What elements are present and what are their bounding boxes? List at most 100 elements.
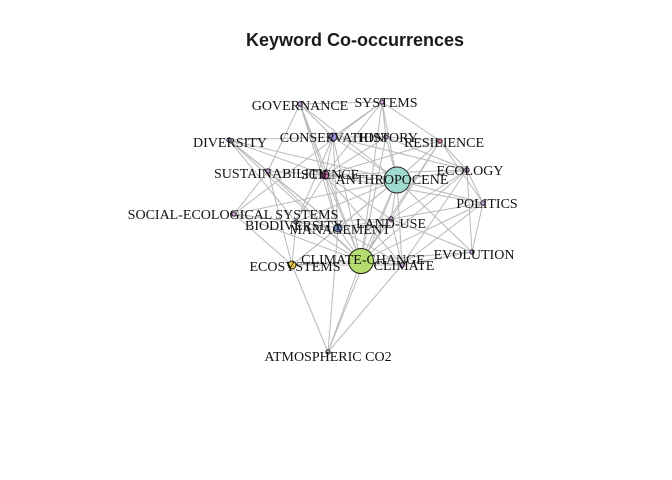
edge-science-land_use bbox=[324, 174, 392, 220]
node-politics bbox=[480, 200, 486, 206]
edge-land_use-management bbox=[337, 218, 392, 229]
edge-social_ecological-ecosystems bbox=[233, 213, 293, 266]
edge-governance-sustainability bbox=[267, 103, 301, 172]
edge-climate-atmospheric_co2 bbox=[327, 264, 403, 353]
node-label-management: MANAGEMENT bbox=[289, 223, 391, 238]
edge-conservation-biodiversity bbox=[295, 136, 334, 223]
node-label-atmospheric_co2: ATMOSPHERIC CO2 bbox=[264, 350, 391, 365]
edge-sustainability-science bbox=[267, 170, 326, 176]
edge-sustainability-social_ecological bbox=[233, 170, 269, 215]
edge-history-science bbox=[324, 136, 387, 176]
node-management bbox=[333, 223, 343, 233]
edge-politics-evolution bbox=[471, 202, 484, 253]
edge-ecology-land_use bbox=[390, 169, 468, 220]
edge-resilience-science bbox=[324, 140, 441, 176]
node-label-governance: GOVERNANCE bbox=[252, 99, 348, 114]
node-label-biodiversity: BIODIVERSITY bbox=[245, 219, 343, 234]
edge-history-resilience bbox=[385, 136, 441, 142]
edge-diversity-conservation bbox=[228, 136, 334, 141]
edge-biodiversity-land_use bbox=[295, 218, 392, 223]
edge-sustainability-ecosystems bbox=[267, 170, 293, 266]
edge-resilience-politics bbox=[439, 140, 484, 204]
edge-conservation-ecology bbox=[332, 136, 468, 171]
node-label-climate: CLIMATE bbox=[374, 259, 435, 274]
edge-diversity-science bbox=[228, 139, 326, 176]
edge-land_use-climate bbox=[390, 218, 403, 266]
node-label-systems: SYSTEMS bbox=[354, 96, 417, 111]
chart-title: Keyword Co-occurrences bbox=[246, 30, 464, 50]
edge-resilience-ecology bbox=[439, 140, 468, 171]
node-label-ecology: ECOLOGY bbox=[437, 164, 504, 179]
node-governance bbox=[297, 101, 303, 107]
node-climate bbox=[399, 262, 405, 268]
edge-ecology-evolution bbox=[466, 169, 473, 253]
edge-politics-land_use bbox=[390, 202, 484, 220]
edge-climate_change-atmospheric_co2 bbox=[327, 260, 362, 353]
node-evolution bbox=[469, 249, 475, 255]
edge-history-ecology bbox=[385, 136, 468, 171]
edge-layer bbox=[228, 101, 484, 353]
edge-governance-management bbox=[299, 103, 339, 229]
node-climate_change bbox=[348, 248, 374, 274]
node-anthropocene bbox=[383, 166, 411, 194]
node-label-diversity: DIVERSITY bbox=[193, 136, 267, 151]
edge-ecosystems-atmospheric_co2 bbox=[291, 264, 329, 353]
node-biodiversity bbox=[293, 219, 299, 225]
edge-climate_change-history bbox=[360, 136, 387, 262]
node-diversity bbox=[226, 137, 232, 143]
edge-systems-history bbox=[381, 101, 387, 138]
node-label-resilience: RESILIENCE bbox=[404, 136, 484, 151]
node-label-ecosystems: ECOSYSTEMS bbox=[249, 260, 340, 275]
edge-governance-science bbox=[299, 103, 326, 176]
edge-anthropocene-governance bbox=[299, 103, 398, 181]
edge-management-atmospheric_co2 bbox=[327, 227, 339, 353]
node-land_use bbox=[388, 216, 394, 222]
edge-science-biodiversity bbox=[295, 174, 326, 223]
edge-climate_change-science bbox=[324, 174, 362, 262]
edge-anthropocene-social_ecological bbox=[233, 179, 398, 215]
edge-climate_change-sustainability bbox=[267, 170, 362, 262]
edge-ecology-climate bbox=[401, 169, 468, 266]
edge-climate_change-conservation bbox=[332, 136, 362, 262]
edge-climate_change-resilience bbox=[360, 140, 441, 262]
edge-anthropocene-evolution bbox=[396, 179, 473, 253]
edge-climate_change-diversity bbox=[228, 139, 362, 262]
node-conservation bbox=[328, 132, 338, 142]
edge-resilience-land_use bbox=[390, 140, 441, 220]
edge-anthropocene-climate_change bbox=[360, 179, 398, 262]
node-label-politics: POLITICS bbox=[456, 197, 517, 212]
edge-climate-evolution bbox=[401, 251, 473, 266]
edge-ecology-politics bbox=[466, 169, 484, 204]
node-science bbox=[320, 170, 330, 180]
edge-governance-conservation bbox=[299, 103, 334, 138]
edge-climate_change-governance bbox=[299, 103, 362, 262]
edge-conservation-science bbox=[324, 136, 334, 176]
node-social_ecological bbox=[231, 211, 237, 217]
node-sustainability bbox=[265, 168, 271, 174]
node-label-history: HISTORY bbox=[358, 131, 418, 146]
edge-governance-systems bbox=[299, 101, 383, 105]
edge-climate_change-systems bbox=[360, 101, 383, 262]
node-label-evolution: EVOLUTION bbox=[434, 248, 515, 263]
edge-biodiversity-management bbox=[295, 221, 339, 229]
edge-sustainability-management bbox=[267, 170, 339, 229]
node-label-social_ecological: SOCIAL-ECOLOGICAL SYSTEMS bbox=[128, 208, 339, 223]
node-atmospheric_co2 bbox=[325, 349, 331, 355]
node-label-land_use: LAND-USE bbox=[356, 217, 426, 232]
edge-systems-resilience bbox=[381, 101, 441, 142]
node-label-climate_change: CLIMATE-CHANGE bbox=[301, 253, 425, 268]
edge-management-climate bbox=[337, 227, 403, 266]
node-systems bbox=[379, 99, 385, 105]
node-ecology bbox=[464, 167, 470, 173]
edge-climate_change-social_ecological bbox=[233, 213, 362, 262]
edge-science-management bbox=[324, 174, 339, 229]
node-resilience bbox=[437, 138, 443, 144]
node-label-sustainability: SUSTAINABILITY bbox=[214, 167, 328, 182]
edge-climate_change-evolution bbox=[360, 251, 473, 262]
node-label-anthropocene: ANTHROPOCENE bbox=[336, 173, 449, 188]
edge-land_use-evolution bbox=[390, 218, 473, 253]
node-label-science: SCIENCE bbox=[301, 168, 359, 183]
node-ecosystems bbox=[287, 260, 297, 270]
edge-politics-climate bbox=[401, 202, 484, 266]
